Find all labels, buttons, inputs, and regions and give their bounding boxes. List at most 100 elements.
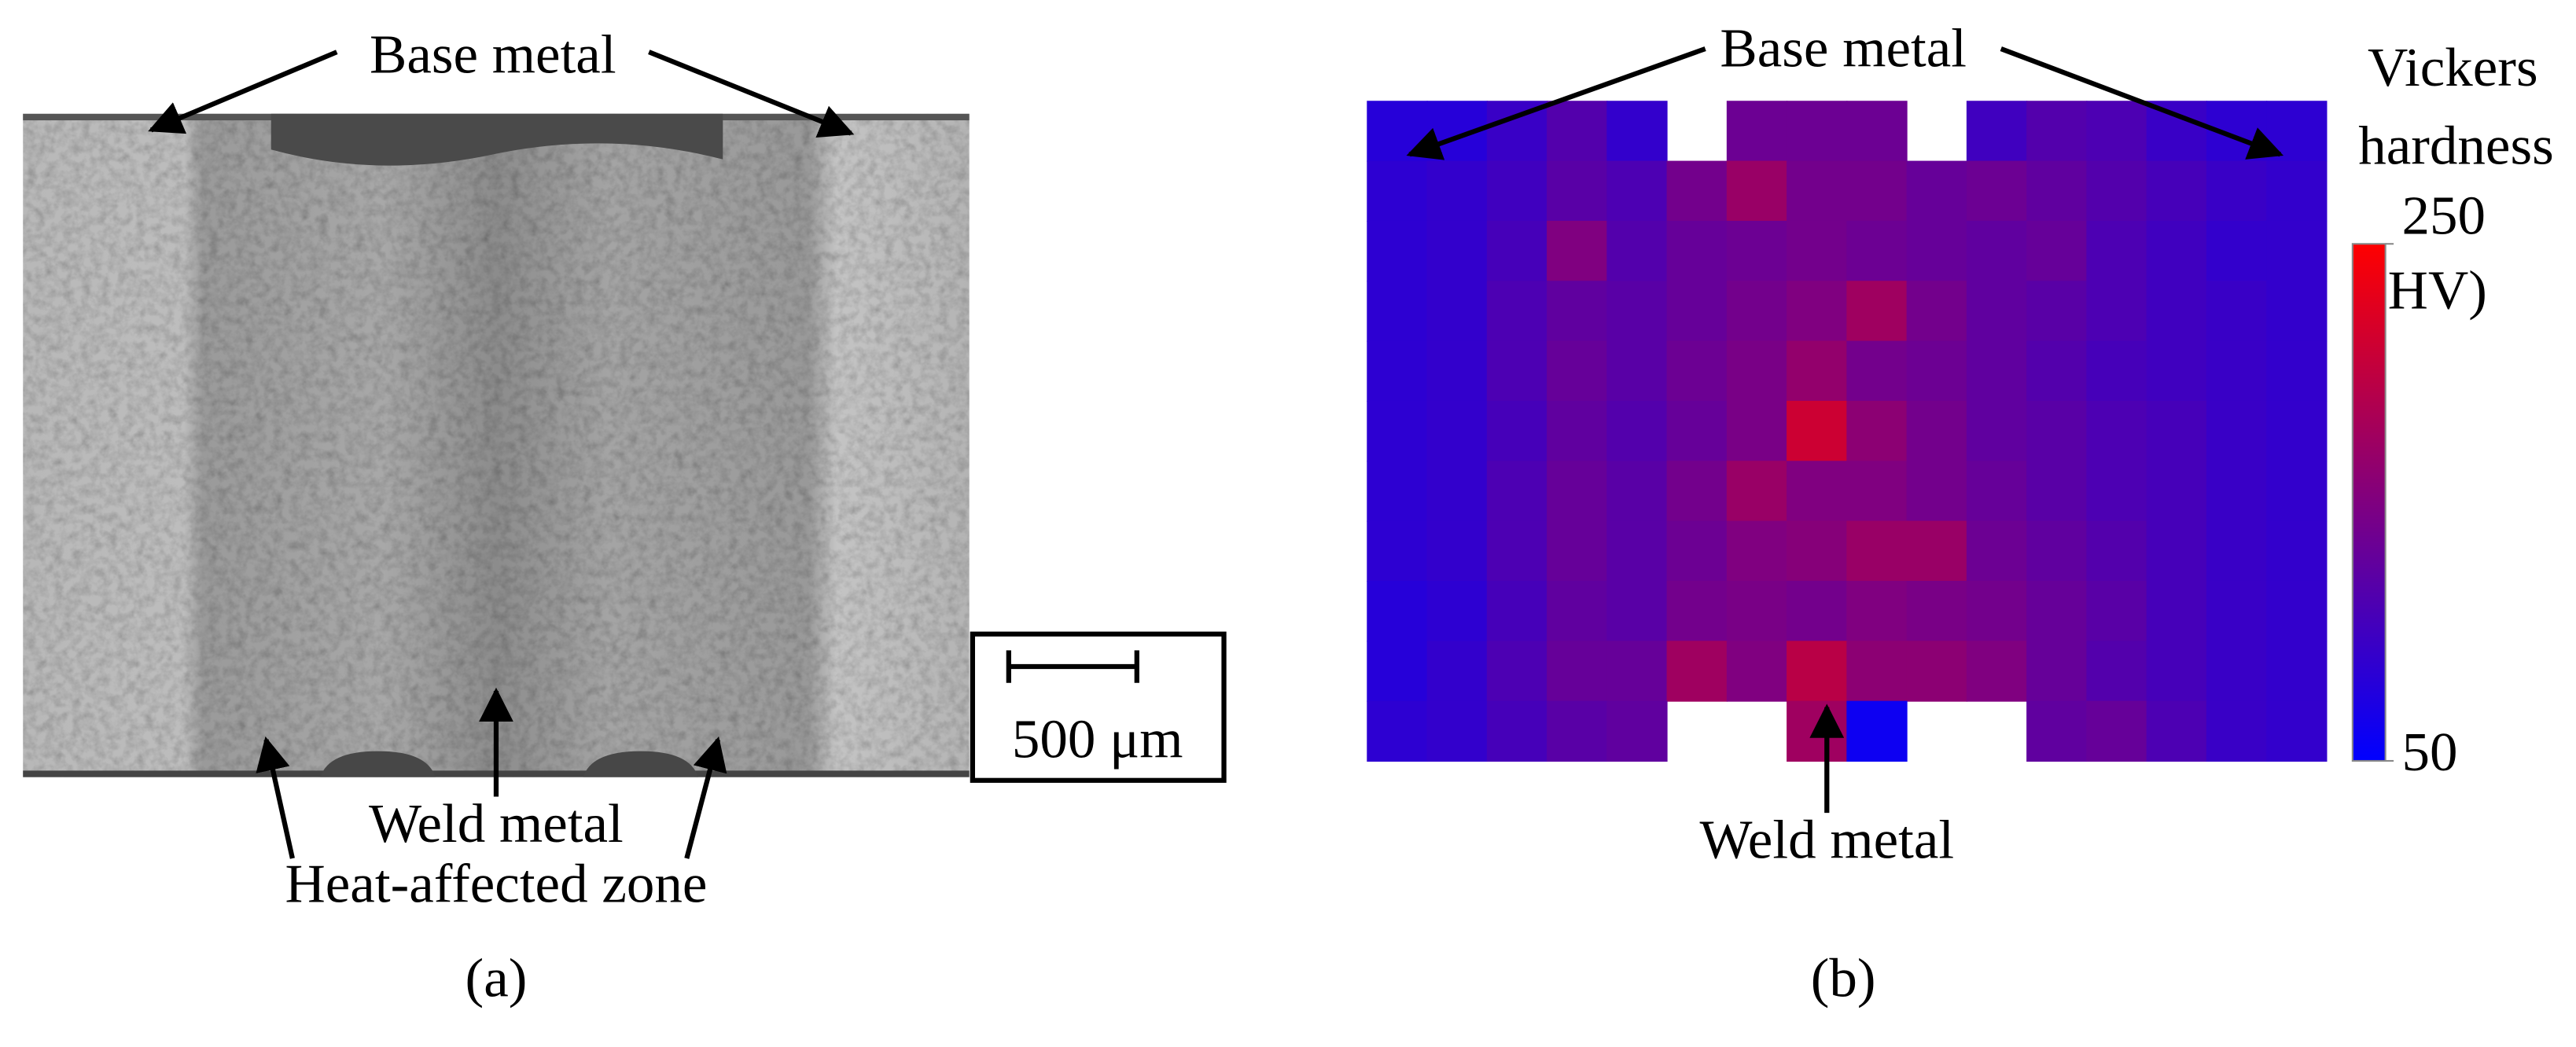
heat-cell — [1486, 461, 1548, 522]
heat-cell — [2086, 160, 2147, 222]
heat-cell — [1966, 641, 2028, 702]
heat-cell — [1426, 580, 1488, 642]
heat-cell — [2146, 220, 2207, 282]
heat-cell — [2086, 641, 2147, 702]
heat-cell — [2026, 461, 2088, 522]
heat-cell — [1846, 340, 1908, 402]
heat-cell — [1787, 461, 1848, 522]
heat-cell — [2206, 400, 2268, 462]
colorbar-title: hardness — [2358, 116, 2554, 177]
arrow — [256, 736, 295, 859]
heat-cell — [1666, 160, 1728, 222]
heat-cell — [1666, 340, 1728, 402]
heat-cell — [2146, 281, 2207, 342]
heat-cell — [1606, 580, 1668, 642]
heat-cell — [1906, 641, 1967, 702]
heat-cell — [1367, 220, 1428, 282]
heat-cell — [2266, 580, 2328, 642]
heat-cell — [1606, 281, 1668, 342]
heat-cell — [1547, 700, 1608, 762]
heat-cell — [1906, 220, 1967, 282]
colorbar-tick-label: 50 — [2402, 722, 2458, 783]
heat-cell — [1846, 101, 1908, 162]
annotation: Heat-affected zone — [285, 854, 707, 915]
heat-cell — [2266, 281, 2328, 342]
heat-cell — [1966, 400, 2028, 462]
heat-cell — [1846, 400, 1908, 462]
heat-cell — [2026, 101, 2088, 162]
panel-label: (a) — [466, 948, 528, 1009]
heat-cell — [2146, 700, 2207, 762]
heat-cell — [2206, 700, 2268, 762]
heat-cell — [2266, 340, 2328, 402]
scale-bar-label: 500 μm — [1012, 709, 1183, 770]
heat-cell — [1787, 281, 1848, 342]
heat-cell — [2086, 461, 2147, 522]
heat-cell — [1666, 580, 1728, 642]
heat-cell — [1966, 520, 2028, 582]
heat-cell — [1966, 160, 2028, 222]
heat-cell — [2266, 520, 2328, 582]
heat-cell — [2086, 340, 2147, 402]
heat-cell — [2206, 520, 2268, 582]
heat-cell — [1547, 220, 1608, 282]
annotation: Base metal — [1720, 18, 1967, 79]
heat-cell — [2206, 580, 2268, 642]
heat-cell — [1666, 400, 1728, 462]
heat-cell — [1906, 461, 1967, 522]
heat-cell — [2026, 220, 2088, 282]
heat-cell — [1726, 281, 1788, 342]
heat-cell — [1966, 101, 2028, 162]
heat-cell — [1726, 220, 1788, 282]
scale-bar — [970, 631, 1227, 783]
heat-cell — [1846, 461, 1908, 522]
heat-cell — [2026, 641, 2088, 702]
heat-cell — [1726, 520, 1788, 582]
heat-cell — [1547, 281, 1608, 342]
heat-cell — [1726, 400, 1788, 462]
heat-cell — [2206, 641, 2268, 702]
heat-cell — [1426, 281, 1488, 342]
heat-cell — [1367, 461, 1428, 522]
heat-cell — [1486, 160, 1548, 222]
heat-cell — [1906, 340, 1967, 402]
heat-cell — [2086, 281, 2147, 342]
heat-cell — [1846, 281, 1908, 342]
heat-cell — [2086, 520, 2147, 582]
heat-cell — [1547, 461, 1608, 522]
heat-cell — [1367, 580, 1428, 642]
heat-cell — [1367, 700, 1428, 762]
heat-cell — [2206, 281, 2268, 342]
arrow — [648, 50, 855, 138]
heat-cell — [1367, 340, 1428, 402]
heat-cell — [2206, 340, 2268, 402]
heat-cell — [1787, 160, 1848, 222]
heat-cell — [2026, 580, 2088, 642]
heat-cell — [2206, 220, 2268, 282]
heat-cell — [2146, 160, 2207, 222]
heat-cell — [1547, 340, 1608, 402]
heat-cell — [1846, 641, 1908, 702]
heat-cell — [2146, 461, 2207, 522]
heat-cell — [1966, 461, 2028, 522]
micrograph — [23, 113, 970, 777]
heat-cell — [2206, 160, 2268, 222]
heat-cell — [1426, 340, 1488, 402]
heat-cell — [1606, 400, 1668, 462]
heat-cell — [2026, 281, 2088, 342]
heat-cell — [1486, 580, 1548, 642]
heat-cell — [1666, 461, 1728, 522]
heat-cell — [1787, 220, 1848, 282]
heat-cell — [1787, 400, 1848, 462]
heat-cell — [2146, 340, 2207, 402]
heat-cell — [1547, 641, 1608, 702]
heat-cell — [1547, 101, 1608, 162]
heat-cell — [1486, 700, 1548, 762]
heat-cell — [1606, 461, 1668, 522]
heat-cell — [1906, 160, 1967, 222]
heat-cell — [2266, 220, 2328, 282]
heat-cell — [2086, 580, 2147, 642]
heat-cell — [1666, 281, 1728, 342]
heat-cell — [2026, 340, 2088, 402]
